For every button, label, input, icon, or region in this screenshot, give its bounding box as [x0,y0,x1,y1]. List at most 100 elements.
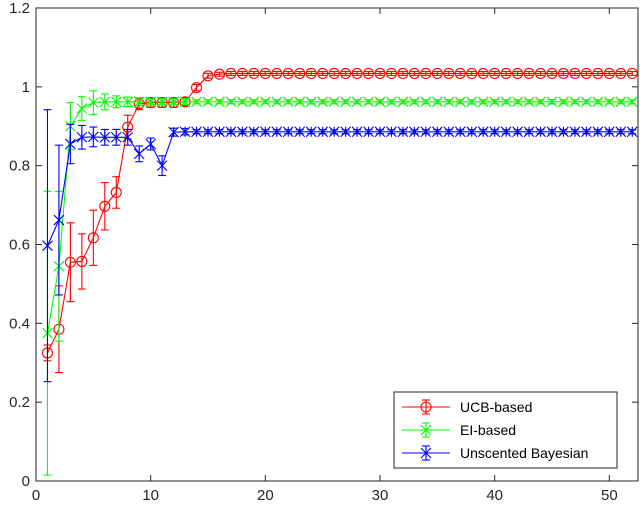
data-point-unscented-bayesian-shape [546,126,558,138]
error-bar-ucb-based [77,233,86,290]
data-point-ucb-based [477,67,489,79]
data-point-unscented-bayesian-shape [500,126,512,138]
error-bar-ucb-based [559,70,568,76]
data-point-ei-based [523,96,535,108]
data-point-unscented-bayesian [489,126,501,138]
error-bar-ucb-based [376,70,384,76]
data-point-unscented-bayesian [87,131,99,143]
data-point-ei-based [110,96,122,108]
data-point-ei-based [363,96,374,108]
data-point-ucb-based [168,97,180,109]
data-point-ucb-based [340,67,352,79]
data-point-ei-based-shape [431,96,443,108]
data-point-ei-based-shape [122,96,134,108]
data-point-ucb-based-shape [236,67,248,79]
data-point-ei-based-shape [271,96,283,108]
data-point-unscented-bayesian-shape [179,126,191,138]
data-point-ucb-based-shape [408,67,420,79]
error-bar-ucb-based [467,70,476,76]
data-point-unscented-bayesian [259,126,271,138]
data-point-ucb-based [385,67,398,79]
data-point-ucb-based-shape [397,67,409,79]
data-point-ucb-based [500,67,512,79]
data-point-ucb-based-shape [110,186,122,199]
data-point-ucb-based [248,67,260,79]
data-point-ucb-based-shape [534,67,547,79]
data-point-unscented-bayesian [615,126,627,138]
data-point-ei-based-shape [512,96,523,108]
data-point-unscented-bayesian [374,126,386,138]
error-bar-ucb-based [456,70,465,76]
data-point-ei-based-shape [214,96,225,108]
data-point-ei-based-shape [110,96,122,108]
x-tick-label: 30 [372,487,389,504]
data-point-ei-based-shape [76,103,88,114]
error-bar-ucb-based [490,70,499,76]
data-point-unscented-bayesian [317,126,329,138]
data-point-ucb-based [489,67,501,79]
data-point-ucb-based-shape [190,82,203,94]
data-point-ei-based [558,96,569,108]
data-point-ucb-based [362,67,375,79]
data-point-ei-based [546,96,558,108]
data-point-ucb-based [317,67,329,79]
error-bar-ucb-based [249,70,258,76]
data-point-ei-based [271,96,283,108]
data-point-ei-based [466,96,478,108]
x-tick-label: 50 [601,487,618,504]
data-point-unscented-bayesian [156,160,168,172]
legend: UCB-based EI-based Unscented Bayesian [393,391,618,469]
data-point-unscented-bayesian [65,138,76,150]
data-point-ei-based [237,96,248,108]
data-point-unscented-bayesian-shape [76,131,88,143]
data-point-ucb-based-shape [317,67,329,79]
data-point-ei-based-shape [179,96,191,108]
error-bar-ucb-based [330,70,339,76]
data-point-ei-based-shape [409,96,420,108]
data-point-unscented-bayesian [420,126,432,138]
error-bar-ucb-based [605,70,614,76]
data-point-ei-based [374,96,386,108]
data-point-unscented-bayesian-shape [145,138,157,150]
data-point-ucb-based-shape [626,67,638,79]
data-point-ei-based [477,96,489,108]
series-line-ucb-based [46,72,633,354]
data-point-ei-based-shape [477,96,489,108]
data-point-ei-based-shape [546,96,558,108]
data-point-unscented-bayesian [454,126,466,138]
data-point-ucb-based [213,68,226,80]
data-point-ei-based-shape [420,96,432,108]
legend-marker-ei-based-shape [420,424,432,436]
data-point-unscented-bayesian-shape [454,126,466,138]
data-point-unscented-bayesian [145,138,157,150]
data-point-ei-based [248,96,260,108]
y-tick-label: 0.6 [9,237,30,254]
data-point-ucb-based-shape [282,67,294,79]
data-point-unscented-bayesian-shape [317,126,329,138]
data-point-ucb-based [374,67,386,79]
data-point-unscented-bayesian [214,126,225,138]
error-bar-ucb-based [226,70,235,76]
data-point-ucb-based [259,67,271,79]
data-point-unscented-bayesian [581,126,592,138]
data-point-unscented-bayesian [592,126,604,138]
error-bar-ucb-based [307,70,316,76]
data-point-ei-based-shape [454,96,466,108]
data-point-ei-based-shape [603,96,615,108]
error-bar-ucb-based [341,70,350,76]
legend-entry-ei-based: EI-based [402,422,516,438]
data-point-ei-based [615,96,627,108]
data-point-ei-based-shape [592,96,604,108]
data-point-ucb-based-shape [225,67,237,79]
y-tick-label: 0.2 [9,394,30,411]
data-point-unscented-bayesian-shape [615,126,627,138]
data-point-ucb-based-shape [512,67,524,79]
data-point-ucb-based-shape [443,67,455,79]
data-point-ei-based-shape [363,96,374,108]
data-point-ei-based [99,96,111,108]
legend-label-ei-based: EI-based [460,422,516,438]
data-point-unscented-bayesian [282,126,294,138]
data-point-unscented-bayesian-shape [431,126,443,138]
data-point-unscented-bayesian-shape [294,126,306,138]
data-point-unscented-bayesian-shape [328,126,340,138]
